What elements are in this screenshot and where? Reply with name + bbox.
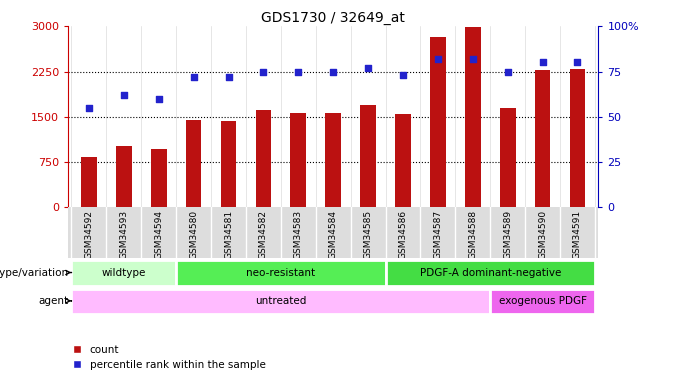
Point [362, 65, 373, 71]
Text: GSM34588: GSM34588 [469, 210, 477, 259]
Bar [570, 69, 585, 207]
Bar [490, 289, 595, 314]
Text: exogenous PDGF: exogenous PDGF [498, 296, 587, 306]
Bar [325, 112, 341, 207]
Text: GSM34587: GSM34587 [433, 210, 443, 259]
Bar [71, 260, 176, 286]
Point [572, 60, 583, 66]
Text: PDGF-A dominant-negative: PDGF-A dominant-negative [420, 267, 561, 278]
Text: GSM34582: GSM34582 [259, 210, 268, 259]
Bar [500, 108, 515, 207]
Point [467, 56, 478, 62]
Point [258, 69, 269, 75]
Text: agent: agent [39, 296, 71, 306]
Text: GSM34584: GSM34584 [328, 210, 338, 259]
Bar [430, 37, 445, 207]
Bar [465, 27, 481, 207]
Legend: count, percentile rank within the sample: count, percentile rank within the sample [73, 345, 266, 370]
Point [293, 69, 304, 75]
Point [537, 60, 548, 66]
Point [328, 69, 339, 75]
Point [153, 96, 164, 102]
Text: GSM34581: GSM34581 [224, 210, 233, 259]
Text: GSM34594: GSM34594 [154, 210, 163, 259]
Point [398, 72, 409, 78]
Point [503, 69, 513, 75]
Point [118, 92, 129, 98]
Point [432, 56, 443, 62]
Bar [360, 105, 376, 207]
Text: GSM34585: GSM34585 [364, 210, 373, 259]
Bar [116, 146, 132, 207]
Bar [151, 149, 167, 207]
Bar [395, 114, 411, 207]
Bar [186, 120, 201, 207]
Point [188, 74, 199, 80]
Title: GDS1730 / 32649_at: GDS1730 / 32649_at [261, 11, 405, 25]
Bar [256, 110, 271, 207]
Text: wildtype: wildtype [101, 267, 146, 278]
Bar [386, 260, 595, 286]
Text: untreated: untreated [255, 296, 307, 306]
Text: GSM34592: GSM34592 [84, 210, 93, 259]
Bar [534, 70, 550, 207]
Bar [71, 289, 490, 314]
Text: GSM34586: GSM34586 [398, 210, 407, 259]
Bar [221, 121, 237, 207]
Text: GSM34591: GSM34591 [573, 210, 582, 259]
Bar [290, 112, 306, 207]
Point [223, 74, 234, 80]
Text: GSM34593: GSM34593 [119, 210, 129, 259]
Text: genotype/variation: genotype/variation [0, 267, 71, 278]
Bar [81, 157, 97, 207]
Text: GSM34580: GSM34580 [189, 210, 198, 259]
Point [84, 105, 95, 111]
Text: GSM34583: GSM34583 [294, 210, 303, 259]
Text: neo-resistant: neo-resistant [246, 267, 316, 278]
Text: GSM34590: GSM34590 [538, 210, 547, 259]
Text: GSM34589: GSM34589 [503, 210, 512, 259]
Bar [176, 260, 386, 286]
